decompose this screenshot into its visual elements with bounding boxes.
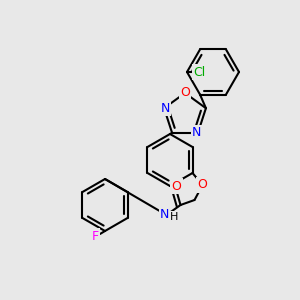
Text: O: O: [198, 178, 208, 191]
Text: H: H: [170, 212, 179, 222]
Text: O: O: [180, 86, 190, 100]
Text: Cl: Cl: [193, 65, 205, 79]
Text: O: O: [172, 179, 182, 193]
Text: F: F: [92, 230, 99, 242]
Text: N: N: [192, 126, 202, 139]
Text: N: N: [160, 208, 169, 220]
Text: N: N: [160, 102, 170, 115]
